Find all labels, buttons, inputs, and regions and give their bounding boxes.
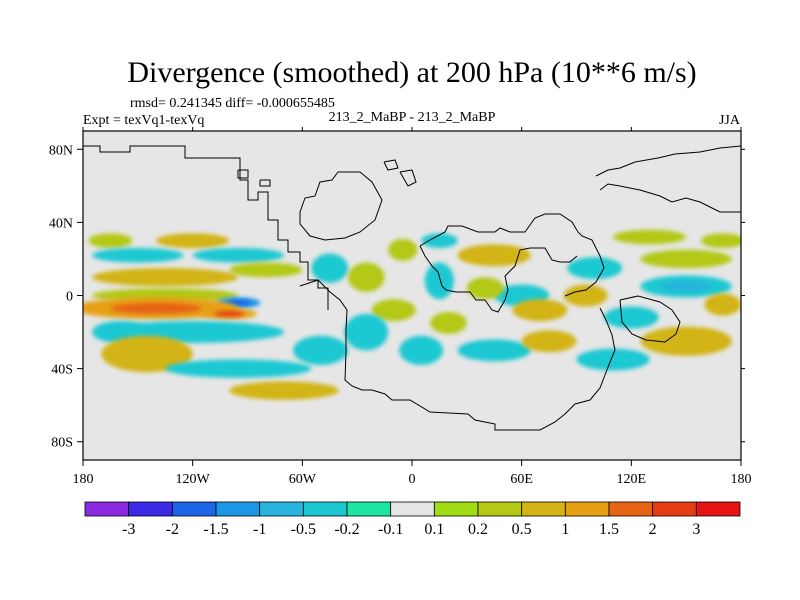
field-anomaly-19 (344, 314, 388, 351)
field-anomaly-36 (613, 230, 686, 245)
colorbar-swatch (391, 502, 435, 516)
y-tick-label: 40S (51, 363, 73, 378)
colorbar-swatch (565, 502, 609, 516)
x-tick-label: 60W (289, 472, 317, 487)
colorbar-swatch (478, 502, 522, 516)
x-tick-label: 120E (617, 472, 647, 487)
colorbar-label: -0.1 (378, 521, 403, 538)
x-tick-label: 180 (731, 472, 752, 487)
field-anomaly-37 (701, 233, 745, 248)
colorbar-swatch (172, 502, 216, 516)
colorbar-label: -1.5 (203, 521, 228, 538)
colorbar: -3 -2 -1.5 -1 -0.5 -0.2 -0.1 0.1 0.2 0.5 1 1.5 2 3 (85, 502, 740, 538)
field-anomaly-0 (88, 233, 132, 248)
y-tick-label: 80N (49, 143, 73, 158)
colorbar-label: 1.5 (599, 521, 619, 538)
stats-text: rmsd= 0.241345 diff= -0.000655485 (130, 96, 335, 111)
colorbar-swatch (522, 502, 566, 516)
colorbar-swatch (85, 502, 129, 516)
colorbar-label: -0.5 (291, 521, 316, 538)
field-anomaly-26 (513, 299, 568, 321)
field-anomaly-35 (640, 250, 731, 268)
colorbar-label: 3 (692, 521, 700, 538)
colorbar-label: 0.2 (468, 521, 488, 538)
field-anomaly-28 (522, 330, 577, 352)
x-tick-label: 120W (176, 472, 211, 487)
colorbar-swatch (434, 502, 478, 516)
divergence-figure: Divergence (smoothed) at 200 hPa (10**6 … (0, 0, 800, 600)
field-anomaly-24 (458, 244, 531, 266)
field-anomaly-5 (229, 263, 302, 278)
field-anomaly-13 (165, 359, 311, 377)
colorbar-swatch (653, 502, 697, 516)
field-anomaly-40 (430, 312, 467, 334)
field-anomaly-4 (92, 268, 238, 286)
field-anomaly-32 (604, 306, 659, 328)
colorbar-swatch (347, 502, 391, 516)
colorbar-label: 1 (561, 521, 569, 538)
colorbar-swatch (696, 502, 740, 516)
colorbar-label: -0.2 (334, 521, 359, 538)
x-tick-label: 60E (510, 472, 533, 487)
field-anomaly-3 (193, 248, 284, 263)
field-anomaly-21 (388, 239, 417, 261)
field-anomaly-23 (421, 233, 458, 248)
colorbar-label: 0.1 (424, 521, 444, 538)
field-anomaly-17 (348, 263, 385, 292)
colorbar-swatch (609, 502, 653, 516)
y-tick-label: 40N (49, 216, 73, 231)
field-anomaly-39 (577, 349, 650, 371)
field-anomaly-30 (567, 257, 622, 279)
colorbar-label: -1 (253, 521, 266, 538)
colorbar-label: 0.5 (512, 521, 532, 538)
field-anomaly-31 (564, 285, 608, 307)
field-anomaly-1 (156, 233, 229, 248)
field-anomaly-22 (425, 263, 454, 300)
field-anomaly-14 (293, 336, 348, 365)
colorbar-swatch (260, 502, 304, 516)
season-label: JJA (719, 113, 741, 128)
x-tick-label: 0 (409, 472, 416, 487)
y-tick-label: 80S (51, 436, 73, 451)
x-tick-label: 180 (73, 472, 94, 487)
colorbar-swatch (216, 502, 260, 516)
colorbar-swatch (303, 502, 347, 516)
field-anomaly-9 (202, 308, 257, 319)
colorbar-swatch (129, 502, 173, 516)
case-label: 213_2_MaBP - 213_2_MaBP (329, 110, 496, 125)
colorbar-label: 2 (649, 521, 657, 538)
field-anomaly-2 (92, 248, 183, 263)
field-anomaly-15 (229, 381, 339, 399)
expt-label: Expt = texVq1-texVq (83, 113, 204, 128)
y-tick-label: 0 (66, 290, 73, 305)
field-anomaly-27 (458, 339, 531, 361)
chart-title: Divergence (smoothed) at 200 hPa (10**6 … (127, 56, 696, 89)
field-anomaly-16 (311, 253, 348, 282)
field-anomaly-38 (704, 294, 741, 316)
colorbar-label: -3 (122, 521, 135, 538)
colorbar-label: -2 (166, 521, 179, 538)
field-anomaly-20 (399, 336, 443, 365)
